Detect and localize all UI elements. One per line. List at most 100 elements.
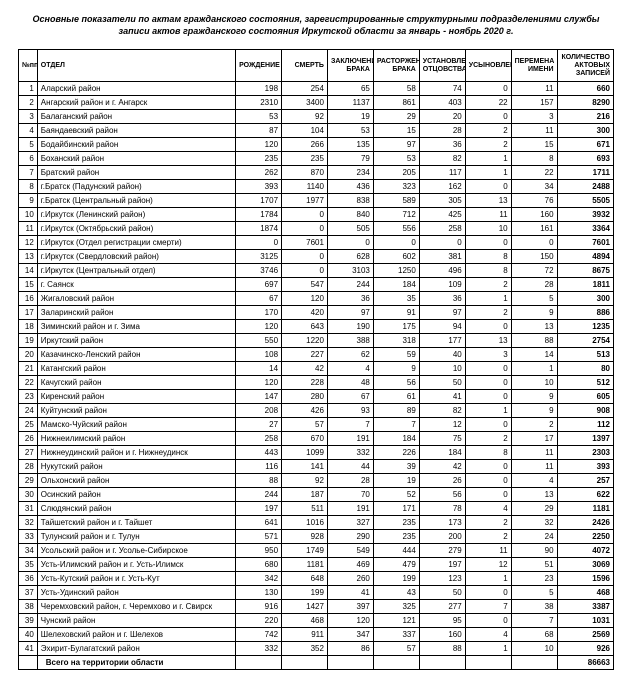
row-value: 496 xyxy=(419,264,465,278)
row-value: 32 xyxy=(511,516,557,530)
row-value: 0 xyxy=(465,488,511,502)
row-number: 28 xyxy=(19,460,38,474)
table-header: №ппОТДЕЛРОЖДЕНИЕСМЕРТЬЗАКЛЮЧЕНИЕ БРАКАРА… xyxy=(19,50,614,82)
row-value: 199 xyxy=(282,586,328,600)
row-value: 0 xyxy=(282,250,328,264)
row-value: 3 xyxy=(465,348,511,362)
row-value: 191 xyxy=(327,432,373,446)
row-value: 13 xyxy=(465,334,511,348)
total-value: 86663 xyxy=(557,656,613,670)
row-value: 208 xyxy=(236,404,282,418)
table-row: 7Братский район2628702342051171221711 xyxy=(19,166,614,180)
row-value: 5 xyxy=(511,292,557,306)
row-value: 468 xyxy=(557,586,613,600)
row-value: 2 xyxy=(465,124,511,138)
row-value: 117 xyxy=(419,166,465,180)
row-value: 97 xyxy=(327,306,373,320)
row-value: 184 xyxy=(419,446,465,460)
row-value: 926 xyxy=(557,642,613,656)
row-value: 469 xyxy=(327,558,373,572)
table-row: 19Иркутский район55012203883181771388275… xyxy=(19,334,614,348)
row-value: 622 xyxy=(557,488,613,502)
row-value: 444 xyxy=(373,544,419,558)
row-name: Шелеховский район и г. Шелехов xyxy=(37,628,235,642)
row-value: 1 xyxy=(465,292,511,306)
col-header: ОТДЕЛ xyxy=(37,50,235,82)
row-number: 35 xyxy=(19,558,38,572)
row-name: Эхирит-Булагатский район xyxy=(37,642,235,656)
total-blank xyxy=(373,656,419,670)
row-value: 150 xyxy=(511,250,557,264)
row-value: 671 xyxy=(557,138,613,152)
total-blank xyxy=(282,656,328,670)
row-name: Чунский район xyxy=(37,614,235,628)
table-row: 37Усть-Удинский район13019941435005468 xyxy=(19,586,614,600)
table-row: 36Усть-Кутский район и г. Усть-Кут342648… xyxy=(19,572,614,586)
row-value: 916 xyxy=(236,600,282,614)
row-value: 42 xyxy=(419,460,465,474)
row-value: 468 xyxy=(282,614,328,628)
row-value: 327 xyxy=(327,516,373,530)
row-value: 393 xyxy=(557,460,613,474)
row-value: 92 xyxy=(282,474,328,488)
row-name: Нукутский район xyxy=(37,460,235,474)
row-value: 88 xyxy=(419,642,465,656)
row-value: 3746 xyxy=(236,264,282,278)
row-name: Нижнеилимский район xyxy=(37,432,235,446)
row-value: 10 xyxy=(511,376,557,390)
col-header: №пп xyxy=(19,50,38,82)
row-name: Слюдянский район xyxy=(37,502,235,516)
row-value: 0 xyxy=(465,236,511,250)
row-value: 0 xyxy=(465,418,511,432)
row-value: 342 xyxy=(236,572,282,586)
row-value: 13 xyxy=(465,194,511,208)
row-value: 123 xyxy=(419,572,465,586)
row-value: 8675 xyxy=(557,264,613,278)
row-value: 886 xyxy=(557,306,613,320)
row-name: г.Братск (Центральный район) xyxy=(37,194,235,208)
row-value: 95 xyxy=(419,614,465,628)
row-value: 3364 xyxy=(557,222,613,236)
row-value: 254 xyxy=(282,82,328,96)
row-value: 88 xyxy=(236,474,282,488)
table-row: 30Осинский район244187705256013622 xyxy=(19,488,614,502)
row-value: 235 xyxy=(236,152,282,166)
table-row: 14г.Иркутск (Центральный отдел)374603103… xyxy=(19,264,614,278)
row-value: 0 xyxy=(465,362,511,376)
row-name: г.Иркутск (Ленинский район) xyxy=(37,208,235,222)
row-value: 2250 xyxy=(557,530,613,544)
row-value: 97 xyxy=(419,306,465,320)
row-value: 19 xyxy=(373,474,419,488)
row-value: 1596 xyxy=(557,572,613,586)
row-value: 426 xyxy=(282,404,328,418)
row-value: 135 xyxy=(327,138,373,152)
row-value: 4072 xyxy=(557,544,613,558)
row-value: 160 xyxy=(419,628,465,642)
row-value: 65 xyxy=(327,82,373,96)
row-name: Катангский район xyxy=(37,362,235,376)
row-value: 147 xyxy=(236,390,282,404)
row-value: 20 xyxy=(419,110,465,124)
row-value: 2 xyxy=(465,516,511,530)
row-number: 9 xyxy=(19,194,38,208)
row-number: 13 xyxy=(19,250,38,264)
row-value: 0 xyxy=(465,320,511,334)
row-number: 31 xyxy=(19,502,38,516)
total-row: Всего на территории области86663 xyxy=(19,656,614,670)
table-row: 26Нижнеилимский район2586701911847521713… xyxy=(19,432,614,446)
row-value: 7601 xyxy=(557,236,613,250)
row-value: 1749 xyxy=(282,544,328,558)
row-value: 911 xyxy=(282,628,328,642)
row-value: 318 xyxy=(373,334,419,348)
row-value: 870 xyxy=(282,166,328,180)
row-value: 258 xyxy=(236,432,282,446)
row-value: 199 xyxy=(373,572,419,586)
row-value: 697 xyxy=(236,278,282,292)
row-value: 5 xyxy=(511,586,557,600)
row-value: 0 xyxy=(282,264,328,278)
row-value: 92 xyxy=(282,110,328,124)
total-blank xyxy=(465,656,511,670)
row-value: 50 xyxy=(419,586,465,600)
row-value: 3387 xyxy=(557,600,613,614)
row-value: 88 xyxy=(511,334,557,348)
